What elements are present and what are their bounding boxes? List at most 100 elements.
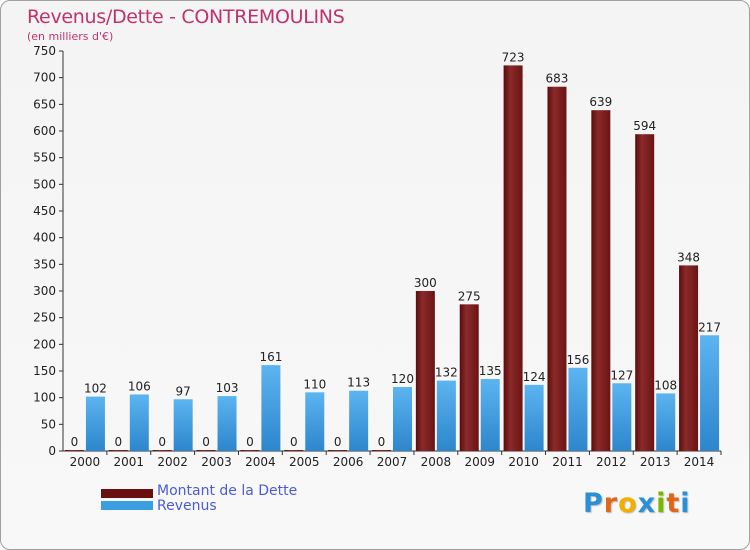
y-tick-label: 600 [33,124,56,138]
data-label-revenus: 217 [698,320,721,334]
bar-dette [284,450,304,451]
bar-revenus [129,394,149,451]
bar-revenus [436,380,456,451]
chart-axes: 0 50 100 150 200 250 300 350 400 450 500 550 600 650 7… [33,44,722,469]
y-tick-label: 50 [41,417,56,431]
data-label-dette: 0 [71,435,79,449]
bar-revenus [480,379,500,451]
legend-swatch-revenus [101,501,153,510]
x-tick-label: 2002 [157,455,188,469]
bar-dette [196,450,216,451]
chart-subtitle: (en milliers d'€) [27,30,114,43]
y-tick-label: 400 [33,231,56,245]
data-label-revenus: 161 [259,350,282,364]
data-label-revenus: 103 [216,381,239,395]
logo-letter: o [618,488,638,519]
data-label-dette: 0 [334,435,342,449]
y-tick-label: 500 [33,177,56,191]
legend-label-revenus: Revenus [157,498,217,514]
proxiti-logo: Proxiti [583,488,691,519]
bar-revenus [217,396,237,451]
x-tick-label: 2001 [114,455,145,469]
chart-title: Revenus/Dette - CONTREMOULINS [27,6,345,28]
logo-letter: P [583,488,604,519]
data-label-dette: 0 [290,435,298,449]
x-tick-label: 2012 [596,455,627,469]
bar-revenus [568,367,588,451]
y-tick-label: 300 [33,284,56,298]
x-tick-label: 2013 [640,455,671,469]
bar-dette [679,265,699,451]
y-tick-label: 0 [48,444,56,458]
x-tick-label: 2000 [70,455,101,469]
x-tick-label: 2007 [377,455,408,469]
logo-letter: i [680,488,691,519]
data-label-dette: 300 [414,276,437,290]
data-label-revenus: 124 [523,370,546,384]
x-tick-label: 2004 [245,455,276,469]
bar-dette [459,304,479,451]
data-label-revenus: 127 [610,368,633,382]
bar-dette [372,450,391,451]
data-label-dette: 594 [633,119,656,133]
data-label-dette: 0 [378,435,386,449]
y-tick-label: 750 [33,44,56,58]
data-label-dette: 275 [458,289,481,303]
bar-revenus [393,387,412,451]
x-tick-label: 2010 [508,455,539,469]
data-label-dette: 0 [246,435,254,449]
y-tick-label: 200 [33,337,56,351]
bar-revenus [173,399,193,451]
y-tick-label: 700 [33,71,56,85]
data-label-revenus: 135 [479,364,502,378]
data-label-dette: 348 [677,250,700,264]
y-tick-label: 650 [33,97,56,111]
y-tick-label: 350 [33,257,56,271]
bar-dette [415,291,435,451]
data-label-revenus: 120 [391,372,414,386]
data-label-revenus: 108 [654,378,677,392]
data-label-revenus: 113 [347,376,370,390]
bar-dette [108,450,128,451]
data-label-revenus: 97 [176,384,191,398]
data-label-dette: 0 [158,435,166,449]
data-label-revenus: 102 [84,382,107,396]
chart-bars [64,65,720,452]
data-label-dette: 0 [202,435,210,449]
logo-letter: x [637,488,657,519]
y-tick-label: 550 [33,151,56,165]
data-label-revenus: 110 [303,377,326,391]
logo-letter: t [666,488,681,519]
bar-revenus [700,335,720,451]
bar-revenus [305,392,325,451]
x-tick-label: 2003 [201,455,232,469]
y-tick-label: 450 [33,204,56,218]
x-tick-label: 2011 [552,455,583,469]
data-label-dette: 683 [546,72,569,86]
data-label-revenus: 132 [435,366,458,380]
data-label-dette: 639 [589,95,612,109]
y-tick-label: 150 [33,364,56,378]
bar-dette [64,450,84,451]
bar-dette [240,450,260,451]
bar-revenus [261,365,281,451]
chart-data-labels: 0 102 0 106 0 97 0 103 0 161 0 110 0 113 0 120 300 132 275… [71,50,721,449]
logo-letter: i [656,488,667,519]
bar-dette [635,134,655,451]
x-tick-label: 2008 [421,455,452,469]
bar-revenus [85,396,105,451]
y-tick-label: 100 [33,391,56,405]
logo-letter: r [603,488,619,519]
x-tick-label: 2006 [333,455,364,469]
legend-swatch-dette [101,489,153,498]
y-tick-label: 250 [33,311,56,325]
data-label-dette: 723 [502,50,525,64]
bar-revenus [524,384,544,451]
bar-dette [591,110,611,451]
bar-revenus [612,383,632,451]
x-tick-label: 2005 [289,455,320,469]
bar-chart: 0 50 100 150 200 250 300 350 400 450 500 550 600 650 7… [33,44,722,469]
bar-revenus [349,390,369,451]
legend-label-dette: Montant de la Dette [157,483,298,499]
